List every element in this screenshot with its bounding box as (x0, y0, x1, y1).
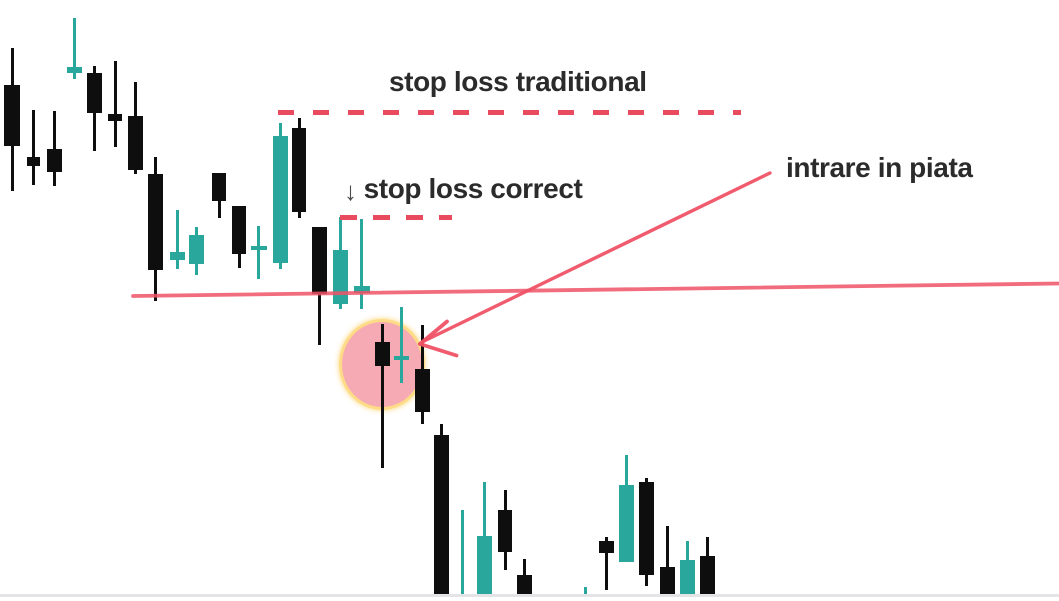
candle-wick (605, 536, 608, 590)
bullish-candle-body (583, 586, 588, 594)
stop-loss-correct-label: ↓ stop loss correct (344, 173, 583, 206)
bullish-candle-body (332, 249, 349, 304)
intrare-in-piata-label: intrare in piata (786, 152, 973, 183)
candle-wick (32, 110, 35, 185)
candle-wick (257, 226, 260, 279)
bullish-candle-body (272, 136, 288, 263)
bullish-candle-body (189, 234, 204, 264)
bearish-candle-body (27, 157, 40, 166)
bearish-candle-body (232, 206, 246, 254)
bearish-candle-body (433, 435, 450, 594)
arrowhead-barb (418, 342, 459, 358)
bullish-candle-body (461, 510, 464, 594)
candle-wick (113, 60, 117, 147)
bearish-candle-body (700, 556, 715, 594)
bearish-candle-body (517, 575, 532, 594)
bearish-candle-body (639, 481, 654, 575)
bearish-candle-body (148, 174, 163, 270)
bearish-candle-body (291, 128, 307, 212)
bearish-candle-body (599, 540, 614, 553)
stop-loss-traditional-label: stop loss traditional (389, 66, 647, 97)
candle-wick (360, 218, 363, 309)
bearish-candle-body (374, 342, 391, 366)
candle-wick (666, 526, 669, 594)
bullish-candle-body (619, 485, 634, 562)
bullish-candle-body (353, 286, 370, 293)
bullish-candle-body (170, 251, 185, 260)
bullish-candle-body (476, 535, 492, 594)
bearish-candle-body (660, 566, 675, 594)
bearish-candle-body (47, 148, 62, 172)
bearish-candle-body (87, 73, 102, 113)
down-arrow-icon: ↓ (344, 176, 357, 206)
candle-wick (176, 210, 179, 269)
bearish-candle-body (107, 114, 123, 121)
bullish-candle-body (67, 66, 82, 73)
bearish-candle-body (415, 368, 430, 412)
bearish-candle-body (128, 115, 143, 170)
chart-baseline (0, 594, 1059, 597)
entry-pointer-line (420, 171, 772, 344)
arrowhead-barb (418, 319, 449, 346)
bearish-candle-body (4, 85, 20, 146)
candle-wick (400, 307, 403, 383)
bearish-candle-body (497, 509, 513, 552)
candle-wick (73, 18, 76, 79)
bearish-candle-body (312, 226, 327, 294)
stop-loss-correct-text: stop loss correct (363, 173, 583, 204)
bullish-candle-body (680, 559, 695, 594)
entry-price-line (131, 281, 1059, 298)
candle-wick (381, 323, 384, 468)
bullish-candle-body (394, 356, 409, 360)
bearish-candle-body (212, 172, 226, 201)
bullish-candle-body (250, 245, 267, 250)
